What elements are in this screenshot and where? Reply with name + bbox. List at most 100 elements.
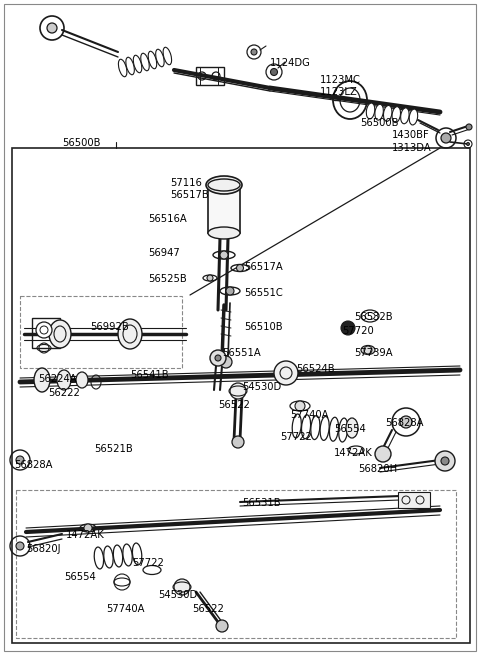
Circle shape <box>36 322 52 338</box>
Text: 56551C: 56551C <box>244 288 283 298</box>
Ellipse shape <box>126 57 134 75</box>
Circle shape <box>230 383 246 399</box>
Circle shape <box>466 124 472 130</box>
Text: 56222: 56222 <box>48 388 80 398</box>
Ellipse shape <box>401 108 409 124</box>
Text: 54530D: 54530D <box>242 382 281 392</box>
Ellipse shape <box>320 417 329 440</box>
Ellipse shape <box>292 414 301 438</box>
Circle shape <box>220 356 232 368</box>
Ellipse shape <box>132 543 142 565</box>
Bar <box>196 67 224 85</box>
Circle shape <box>84 524 92 532</box>
Circle shape <box>16 456 24 464</box>
Bar <box>20 296 182 368</box>
Ellipse shape <box>141 53 149 71</box>
Ellipse shape <box>329 417 338 441</box>
Ellipse shape <box>113 545 123 567</box>
Bar <box>208 185 240 233</box>
Text: 56828A: 56828A <box>385 418 423 428</box>
Ellipse shape <box>366 103 375 119</box>
Ellipse shape <box>123 544 132 566</box>
Text: 1472AK: 1472AK <box>66 530 105 540</box>
Circle shape <box>216 620 228 632</box>
Ellipse shape <box>409 109 418 125</box>
Ellipse shape <box>208 179 240 191</box>
Bar <box>32 318 60 348</box>
Ellipse shape <box>104 546 113 568</box>
Bar <box>16 490 456 638</box>
Circle shape <box>274 361 298 385</box>
Circle shape <box>16 542 24 550</box>
Text: 56820J: 56820J <box>26 544 60 554</box>
Circle shape <box>207 275 213 281</box>
Ellipse shape <box>339 418 348 442</box>
Circle shape <box>271 69 277 75</box>
Ellipse shape <box>57 370 71 390</box>
Ellipse shape <box>34 368 50 392</box>
Circle shape <box>174 579 190 595</box>
Ellipse shape <box>133 55 142 73</box>
Text: 56500B: 56500B <box>360 118 398 128</box>
Text: 56517A: 56517A <box>244 262 283 272</box>
Ellipse shape <box>375 104 384 120</box>
Circle shape <box>295 401 305 411</box>
Text: 56517B: 56517B <box>170 190 209 200</box>
Ellipse shape <box>163 47 171 65</box>
Ellipse shape <box>76 372 88 388</box>
Text: 56510B: 56510B <box>244 322 283 332</box>
Text: 57722: 57722 <box>280 432 312 442</box>
Text: 56541B: 56541B <box>130 370 168 380</box>
Text: 56532B: 56532B <box>354 312 393 322</box>
Ellipse shape <box>49 320 71 348</box>
Ellipse shape <box>119 59 127 77</box>
Ellipse shape <box>148 51 156 69</box>
Text: 56531B: 56531B <box>242 498 281 508</box>
Text: 57116: 57116 <box>170 178 202 188</box>
Circle shape <box>215 355 221 361</box>
Circle shape <box>251 49 257 55</box>
Text: 56820H: 56820H <box>358 464 397 474</box>
Circle shape <box>47 23 57 33</box>
Text: 1472AK: 1472AK <box>334 448 373 458</box>
Ellipse shape <box>206 176 242 194</box>
Circle shape <box>435 451 455 471</box>
Ellipse shape <box>346 418 358 438</box>
Text: 56524B: 56524B <box>296 364 335 374</box>
Text: 57720: 57720 <box>342 326 374 336</box>
Ellipse shape <box>311 416 320 440</box>
Bar <box>12 148 470 643</box>
Circle shape <box>375 446 391 462</box>
Text: 56224A: 56224A <box>38 374 77 384</box>
Circle shape <box>441 133 451 143</box>
Text: 1123MC: 1123MC <box>320 75 361 85</box>
Text: 1123LZ: 1123LZ <box>320 87 358 97</box>
Text: 57739A: 57739A <box>354 348 393 358</box>
Ellipse shape <box>118 319 142 349</box>
Text: 56947: 56947 <box>148 248 180 258</box>
Circle shape <box>210 350 226 366</box>
Circle shape <box>341 321 355 335</box>
Text: 54530D: 54530D <box>158 590 197 600</box>
Text: 56992B: 56992B <box>90 322 129 332</box>
Ellipse shape <box>156 49 164 67</box>
Circle shape <box>467 143 469 145</box>
Text: 1313DA: 1313DA <box>392 143 432 153</box>
Ellipse shape <box>361 345 375 354</box>
Ellipse shape <box>384 105 392 121</box>
Text: 1430BF: 1430BF <box>392 130 430 140</box>
Circle shape <box>220 251 228 259</box>
Text: 56522: 56522 <box>218 400 250 410</box>
Ellipse shape <box>208 227 240 239</box>
Ellipse shape <box>94 547 104 569</box>
Text: 57722: 57722 <box>132 558 164 568</box>
Text: 57740A: 57740A <box>290 410 328 420</box>
Text: 56521B: 56521B <box>94 444 133 454</box>
Circle shape <box>400 416 412 428</box>
Text: 56500B: 56500B <box>62 138 100 148</box>
Bar <box>398 492 430 508</box>
Text: 56551A: 56551A <box>222 348 261 358</box>
Text: 56516A: 56516A <box>148 214 187 224</box>
Text: 56525B: 56525B <box>148 274 187 284</box>
Circle shape <box>441 457 449 465</box>
